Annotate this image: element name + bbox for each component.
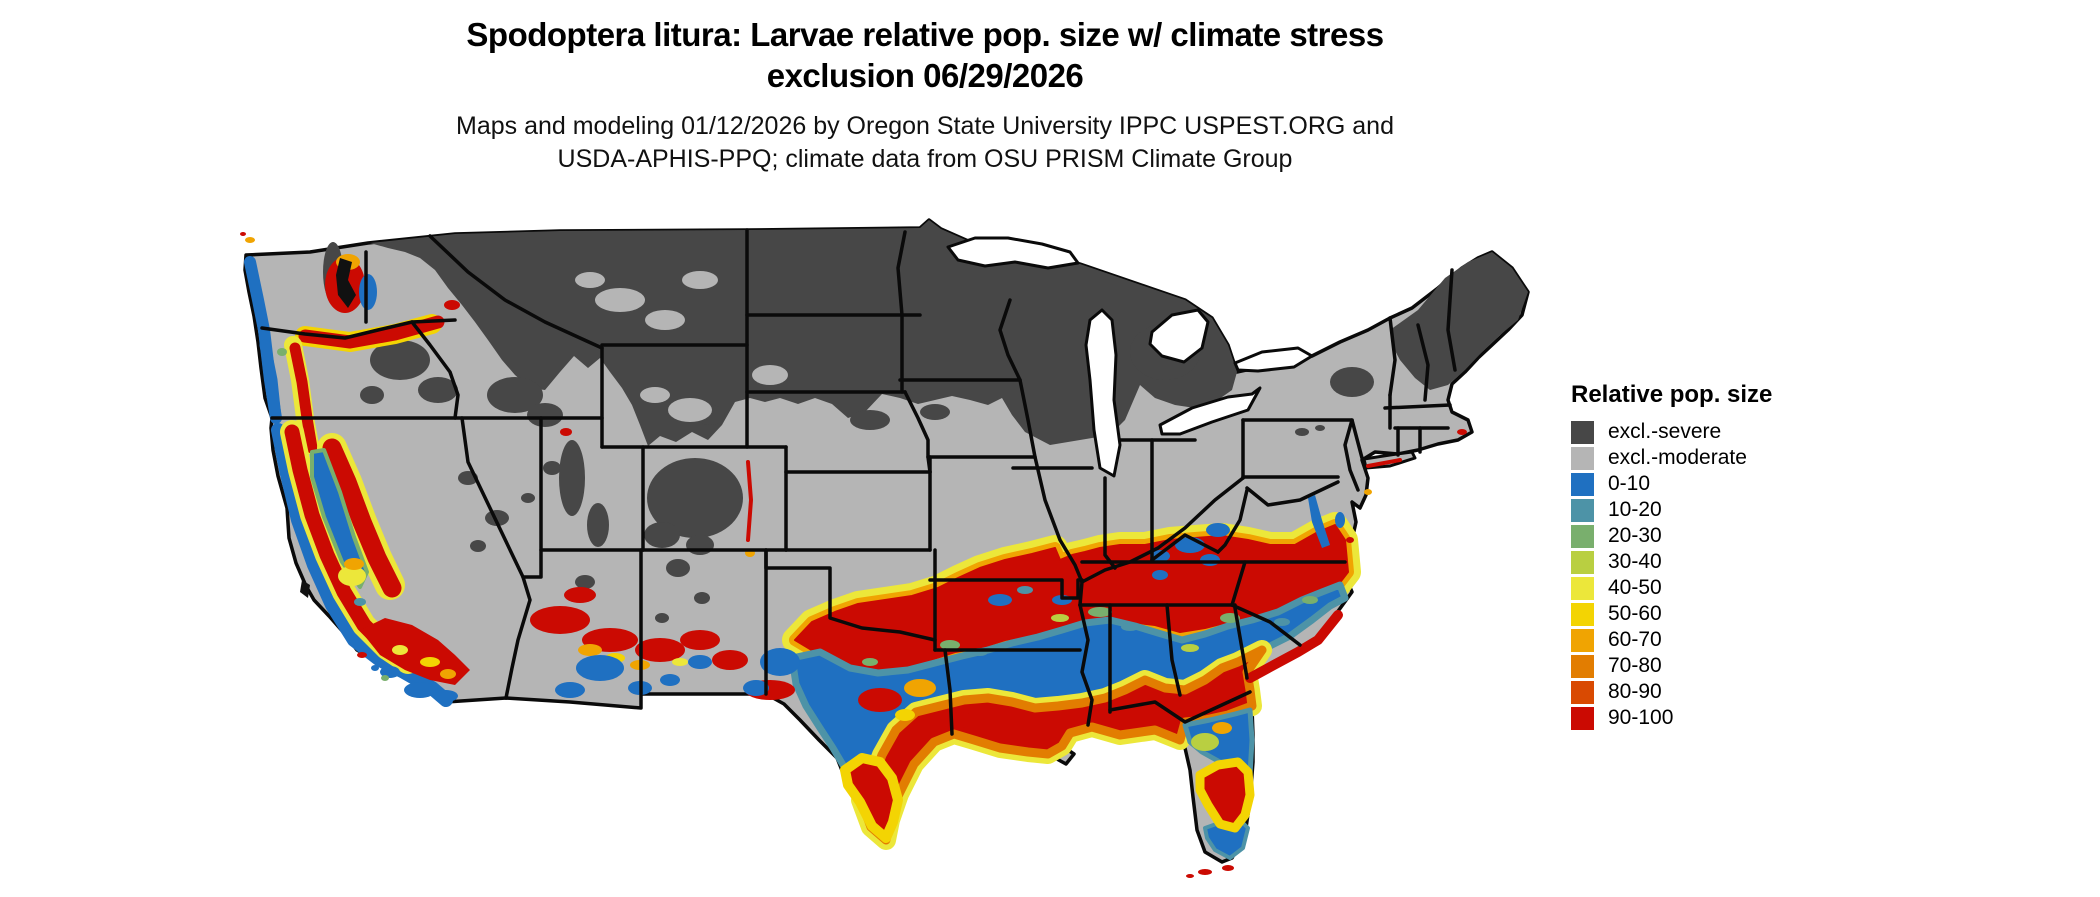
band-speckles — [858, 554, 1318, 728]
southwest-features — [440, 428, 800, 700]
page-title-line2: exclusion 06/29/2026 — [766, 57, 1084, 94]
page-title-line1: Spodoptera litura: Larvae relative pop. … — [466, 16, 1384, 53]
legend-swatch-10-20 — [1571, 498, 1594, 522]
legend-swatch-30-40 — [1571, 550, 1594, 574]
excl-moderate-pockets — [575, 271, 788, 422]
legend-swatch-50-60 — [1571, 602, 1594, 626]
legend-row: 50-60 — [1571, 601, 1871, 627]
legend-label: 50-60 — [1608, 602, 1662, 625]
legend-swatch-80-90 — [1571, 680, 1594, 704]
us-risk-map — [225, 150, 1545, 892]
legend-label: 70-80 — [1608, 654, 1662, 677]
legend-row: excl.-moderate — [1571, 445, 1871, 471]
florida-pattern — [1182, 707, 1255, 878]
subtitle-line2: USDA-APHIS-PPQ; climate data from OSU PR… — [557, 145, 1293, 173]
legend-label: 60-70 — [1608, 628, 1662, 651]
legend-title: Relative pop. size — [1571, 381, 1773, 408]
legend-label: 0-10 — [1608, 472, 1651, 495]
legend-row: 60-70 — [1571, 627, 1871, 653]
east-coast-features — [1150, 429, 1467, 562]
subtitle: Maps and modeling 01/12/2026 by Oregon S… — [0, 110, 1850, 176]
legend-row: 80-90 — [1571, 679, 1871, 705]
legend-swatch-90-100 — [1571, 706, 1594, 730]
legend-swatch-60-70 — [1571, 628, 1594, 652]
legend-label: 10-20 — [1608, 498, 1662, 521]
legend-swatch-excl-severe — [1571, 420, 1594, 444]
legend-swatch-70-80 — [1571, 654, 1594, 678]
legend-label: 20-30 — [1608, 524, 1662, 547]
lake-ontario — [1233, 346, 1314, 373]
legend-row: 90-100 — [1571, 705, 1871, 731]
legend-swatch-40-50 — [1571, 576, 1594, 600]
legend-row: 40-50 — [1571, 575, 1871, 601]
legend-swatch-excl-moderate — [1571, 446, 1594, 470]
south-texas-red — [840, 753, 903, 843]
west-coast-features — [240, 232, 470, 707]
great-lakes — [946, 236, 1314, 478]
legend-label: 90-100 — [1608, 706, 1674, 729]
legend-row: 20-30 — [1571, 523, 1871, 549]
legend-label: 40-50 — [1608, 576, 1662, 599]
legend-row: 70-80 — [1571, 653, 1871, 679]
state-borders — [260, 228, 1457, 736]
gulf-coast-band — [851, 610, 1343, 850]
us-map-svg — [240, 218, 1530, 878]
legend-row: excl.-severe — [1571, 419, 1871, 445]
legend-label: excl.-moderate — [1608, 446, 1747, 469]
atlantic-coast-red — [1245, 610, 1343, 683]
legend-label: 30-40 — [1608, 550, 1662, 573]
legend-row: 0-10 — [1571, 471, 1871, 497]
lake-erie — [1158, 386, 1262, 436]
legend-row: 30-40 — [1571, 549, 1871, 575]
lake-huron — [1148, 308, 1210, 364]
map-legend: Relative pop. size excl.-severe excl.-mo… — [1571, 381, 1871, 731]
lake-michigan — [1084, 308, 1122, 478]
legend-label: excl.-severe — [1608, 420, 1722, 443]
legend-swatch-20-30 — [1571, 524, 1594, 548]
subtitle-line1: Maps and modeling 01/12/2026 by Oregon S… — [456, 112, 1394, 140]
legend-label: 80-90 — [1608, 680, 1662, 703]
legend-swatch-0-10 — [1571, 472, 1594, 496]
legend-row: 10-20 — [1571, 497, 1871, 523]
header: Spodoptera litura: Larvae relative pop. … — [0, 14, 1850, 176]
lake-superior — [946, 236, 1080, 270]
